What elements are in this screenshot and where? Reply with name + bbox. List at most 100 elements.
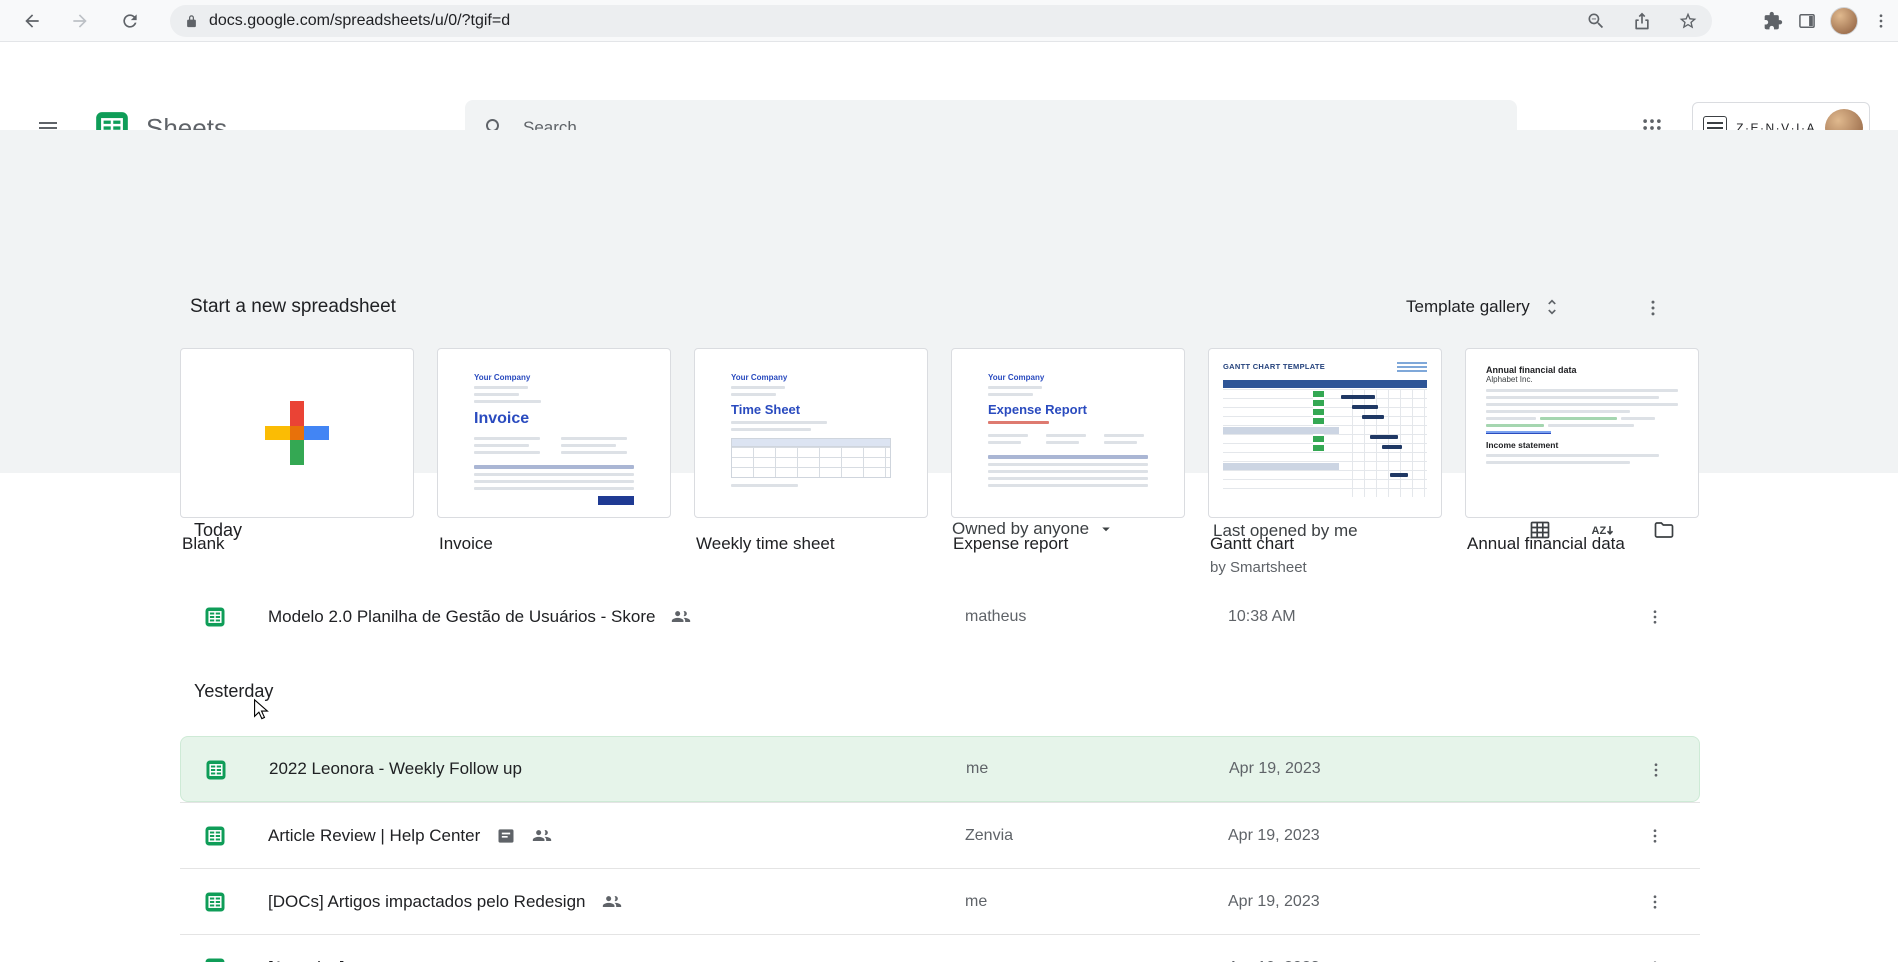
- template-section-menu-icon[interactable]: [1634, 289, 1672, 327]
- timesheet-thumbnail: Your Company Time Sheet: [695, 349, 927, 517]
- last-opened-label: Last opened by me: [1213, 521, 1358, 540]
- decor-gantt-grid: [1223, 389, 1427, 497]
- zoom-icon[interactable]: [1586, 11, 1606, 31]
- template-section-title: Start a new spreadsheet: [190, 296, 396, 317]
- plus-icon: [265, 401, 329, 465]
- row-more-icon[interactable]: [1635, 816, 1675, 856]
- template-gantt: GANTT CHART TEMPLATE: [1208, 348, 1442, 576]
- template-invoice: Your Company Invoice Invoice: [437, 348, 671, 576]
- thumb-title: Time Sheet: [731, 402, 801, 417]
- sheets-file-icon: [203, 890, 227, 914]
- card-label: Weekly time sheet: [696, 534, 835, 553]
- shared-people-icon: [671, 607, 691, 627]
- template-gallery-button[interactable]: Template gallery: [1396, 287, 1572, 327]
- thumb-company: Your Company: [731, 373, 788, 382]
- file-owner: Zenvia: [965, 826, 1014, 844]
- grid-view-icon[interactable]: [1522, 512, 1558, 548]
- file-title-group: Modelo 2.0 Planilha de Gestão de Usuário…: [268, 584, 691, 650]
- file-row[interactable]: [DOCs] Artigos impactados pelo Redesign …: [180, 868, 1700, 934]
- browser-profile-avatar[interactable]: [1830, 7, 1858, 35]
- decor-table: [474, 465, 634, 490]
- side-panel-icon[interactable]: [1790, 4, 1824, 38]
- file-row[interactable]: Article Review | Help Center Zenvia Apr …: [180, 802, 1700, 868]
- file-title: 2022 Leonora - Weekly Follow up: [269, 759, 522, 778]
- file-title: [Attention] ...: [268, 958, 363, 962]
- timesheet-card[interactable]: Your Company Time Sheet: [694, 348, 928, 518]
- article-icon: [496, 826, 516, 846]
- file-opened: Apr 19, 2023: [1229, 760, 1321, 777]
- owned-by-label: Owned by anyone: [952, 519, 1090, 538]
- section-yesterday: Yesterday: [194, 681, 274, 701]
- thumb-heading: Income statement: [1486, 440, 1559, 450]
- expense-card[interactable]: Your Company Expense Report: [951, 348, 1185, 518]
- thumb-title: Expense Report: [988, 402, 1087, 417]
- card-label: Expense report: [953, 534, 1069, 553]
- sheets-file-icon: [203, 605, 227, 629]
- file-opened: Apr 19, 2023: [1228, 935, 1320, 962]
- omnibox-actions: [1586, 5, 1698, 37]
- file-row[interactable]: Modelo 2.0 Planilha de Gestão de Usuário…: [180, 584, 1700, 650]
- reload-button[interactable]: [113, 4, 147, 38]
- lock-icon: [184, 14, 199, 29]
- thumb-title: Invoice: [474, 410, 530, 427]
- sheets-header: Sheets Z·E·N·V·I·A: [0, 42, 1898, 156]
- file-owner: me: [965, 892, 988, 910]
- template-blank: Blank: [180, 348, 414, 576]
- forward-button[interactable]: [63, 4, 97, 38]
- file-title-group: [Attention] ...: [268, 935, 363, 962]
- main-menu-icon[interactable]: [24, 104, 72, 152]
- annual-thumbnail: Annual financial data Alphabet Inc. Inco…: [1466, 349, 1698, 517]
- browser-actions: [1756, 4, 1898, 38]
- decor-lines: [474, 433, 634, 458]
- url-text: docs.google.com/spreadsheets/u/0/?tgif=d: [209, 12, 511, 29]
- decor-table: [988, 455, 1148, 487]
- file-title: Article Review | Help Center: [268, 825, 481, 845]
- gantt-thumbnail: GANTT CHART TEMPLATE: [1209, 349, 1441, 517]
- row-more-icon[interactable]: [1635, 948, 1675, 962]
- card-sublabel: by Smartsheet: [1210, 559, 1307, 576]
- thumb-title: GANTT CHART TEMPLATE: [1223, 362, 1326, 371]
- file-row-partial[interactable]: [Attention] ... Apr 19, 2023: [180, 934, 1700, 962]
- template-gallery-label: Template gallery: [1406, 297, 1530, 316]
- file-opened: Apr 19, 2023: [1228, 826, 1320, 844]
- thumb-subtitle: Alphabet Inc.: [1486, 375, 1533, 384]
- sheets-file-icon: [204, 758, 228, 782]
- decor-lines: [988, 430, 1148, 448]
- open-file-picker-icon[interactable]: [1646, 512, 1682, 548]
- expense-thumbnail: Your Company Expense Report: [952, 349, 1184, 517]
- decor-legend: [1397, 362, 1427, 374]
- bookmark-star-icon[interactable]: [1678, 11, 1698, 31]
- template-timesheet: Your Company Time Sheet Weekly time shee…: [694, 348, 928, 576]
- svg-text:AZ: AZ: [1592, 525, 1607, 537]
- file-owner: me: [966, 760, 989, 777]
- extensions-icon[interactable]: [1756, 4, 1790, 38]
- chevron-down-icon: [1102, 527, 1110, 532]
- url-bar[interactable]: docs.google.com/spreadsheets/u/0/?tgif=d: [170, 5, 1712, 37]
- file-title: [DOCs] Artigos impactados pelo Redesign: [268, 891, 586, 911]
- template-annual: Annual financial data Alphabet Inc. Inco…: [1465, 348, 1699, 576]
- row-more-icon[interactable]: [1635, 597, 1675, 637]
- share-page-icon[interactable]: [1632, 11, 1652, 31]
- browser-menu-icon[interactable]: [1864, 4, 1898, 38]
- card-label: Blank: [182, 534, 225, 553]
- sheets-file-icon: [203, 824, 227, 848]
- file-row-selected[interactable]: 2022 Leonora - Weekly Follow up me Apr 1…: [180, 736, 1700, 802]
- row-more-icon[interactable]: [1636, 750, 1676, 790]
- gantt-card[interactable]: GANTT CHART TEMPLATE: [1208, 348, 1442, 518]
- row-more-icon[interactable]: [1635, 882, 1675, 922]
- card-label: Invoice: [439, 534, 493, 553]
- invoice-card[interactable]: Your Company Invoice: [437, 348, 671, 518]
- template-expense: Your Company Expense Report Expense r: [951, 348, 1185, 576]
- thumb-company: Your Company: [474, 373, 531, 382]
- template-section: Start a new spreadsheet Template gallery…: [0, 130, 1898, 576]
- shared-people-icon: [602, 892, 622, 912]
- owned-by-filter[interactable]: Owned by anyone: [952, 519, 1115, 539]
- back-button[interactable]: [15, 4, 49, 38]
- last-opened-sort[interactable]: Last opened by me: [1213, 521, 1358, 541]
- file-opened: 10:38 AM: [1228, 608, 1296, 625]
- sort-az-icon[interactable]: AZ: [1584, 512, 1620, 548]
- annual-card[interactable]: Annual financial data Alphabet Inc. Inco…: [1465, 348, 1699, 518]
- card-label: Annual financial data: [1467, 534, 1625, 553]
- blank-card[interactable]: [180, 348, 414, 518]
